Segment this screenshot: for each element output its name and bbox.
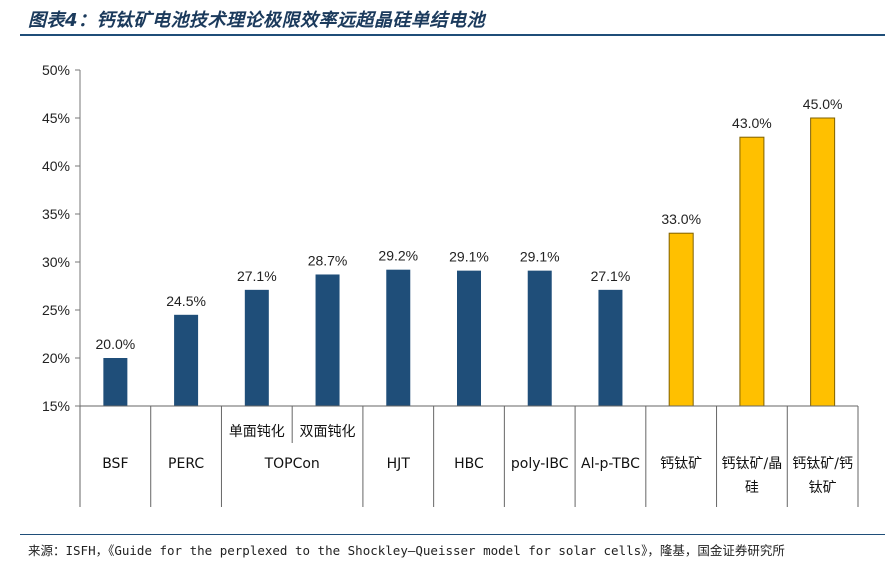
bar-3 xyxy=(315,274,340,406)
bar-0 xyxy=(103,358,128,406)
bar-1 xyxy=(174,314,199,406)
y-tick-label: 40% xyxy=(42,158,70,174)
y-tick-label: 45% xyxy=(42,110,70,126)
watermark-subtext: 行业报告 IPOIPO.CN xyxy=(373,309,524,328)
data-label: 24.5% xyxy=(166,293,206,309)
category-label: TOPCon xyxy=(264,456,320,472)
data-label: 20.0% xyxy=(96,336,136,352)
source-note: 来源：ISFH，《Guide for the perplexed to the … xyxy=(28,543,785,558)
sub-category-label: 单面钝化 xyxy=(229,424,285,440)
data-label: 29.1% xyxy=(520,249,560,265)
bar-6 xyxy=(527,270,552,406)
category-label: 钙钛矿 xyxy=(660,456,702,472)
bar-4 xyxy=(386,269,411,406)
bar-8 xyxy=(668,232,694,407)
title-divider xyxy=(20,34,885,36)
data-label: 27.1% xyxy=(237,268,277,284)
sub-category-label: 双面钝化 xyxy=(300,424,356,440)
data-label: 43.0% xyxy=(732,115,772,131)
bar-10 xyxy=(810,117,836,407)
bar-7 xyxy=(598,289,623,406)
y-tick-label: 20% xyxy=(42,350,70,366)
bar-5 xyxy=(457,270,481,406)
category-label: 钙钛矿/晶 xyxy=(722,456,783,472)
y-tick-label: 15% xyxy=(42,398,70,414)
category-label: PERC xyxy=(168,456,204,472)
y-tick-label: 50% xyxy=(42,62,70,78)
category-label: HJT xyxy=(387,456,411,472)
bar-9 xyxy=(739,136,765,407)
category-label: BSF xyxy=(102,456,128,472)
data-label: 29.2% xyxy=(378,248,418,264)
category-label: poly-IBC xyxy=(511,456,569,472)
y-tick-label: 35% xyxy=(42,206,70,222)
category-label: 钛矿 xyxy=(809,480,837,496)
y-tick-label: 30% xyxy=(42,254,70,270)
data-label: 29.1% xyxy=(449,249,489,265)
y-tick-label: 25% xyxy=(42,302,70,318)
data-label: 28.7% xyxy=(308,252,348,268)
category-label: 钙钛矿/钙 xyxy=(792,456,853,472)
data-label: 45.0% xyxy=(803,96,843,112)
data-label: 27.1% xyxy=(591,268,631,284)
source-divider xyxy=(20,534,885,535)
category-label: HBC xyxy=(454,456,484,472)
bar-2 xyxy=(244,289,269,406)
category-label: Al-p-TBC xyxy=(581,456,640,472)
category-label: 硅 xyxy=(745,480,759,496)
chart-title: 图表4：钙钛矿电池技术理论极限效率远超晶硅单结电池 xyxy=(28,10,486,31)
data-label: 33.0% xyxy=(661,211,701,227)
